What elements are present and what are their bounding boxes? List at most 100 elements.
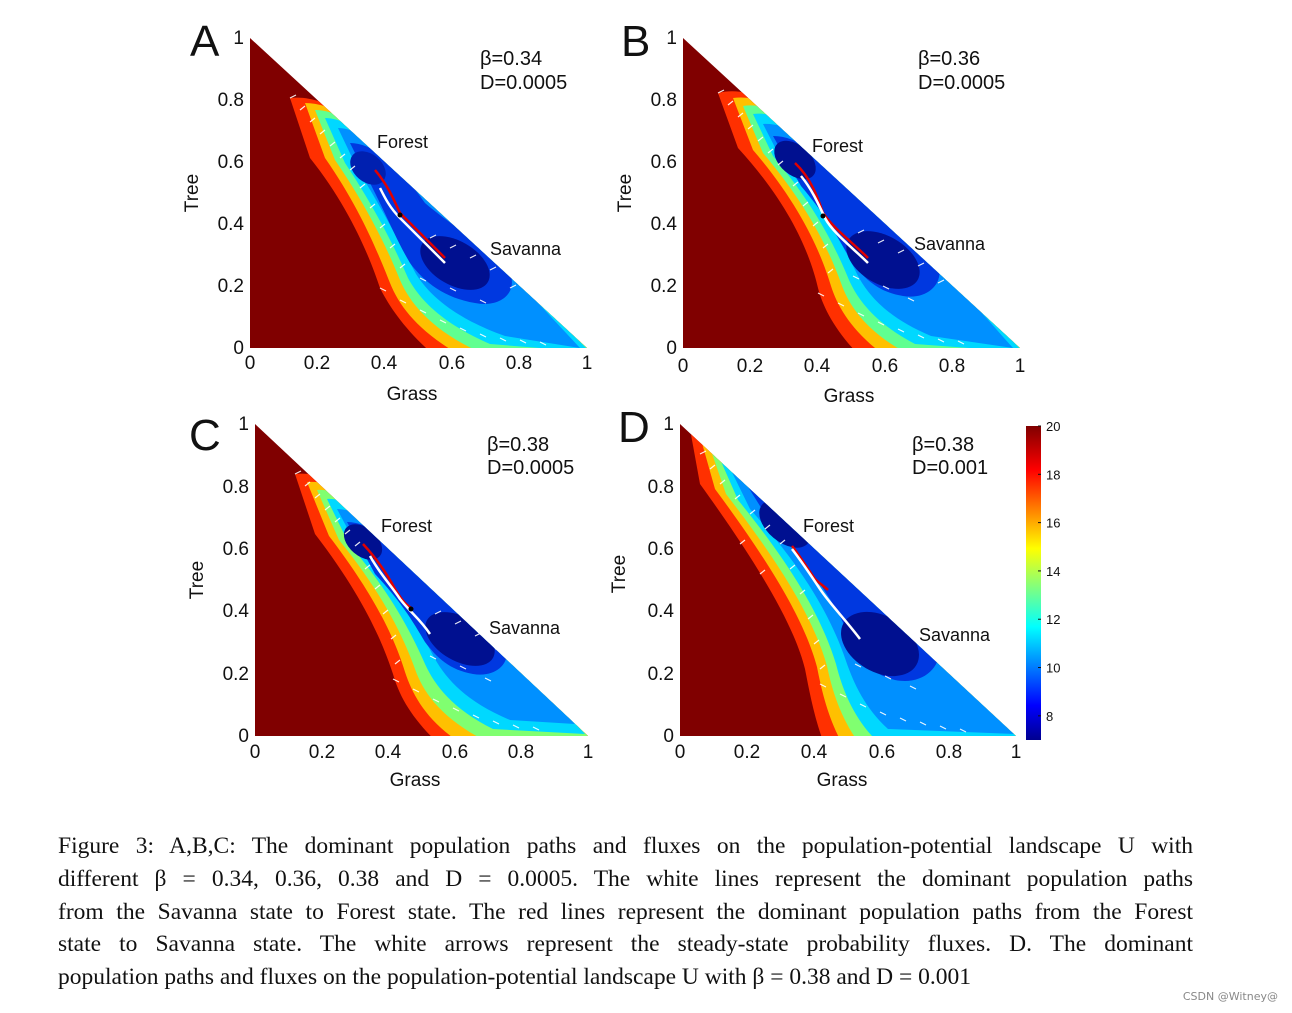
colorbar-tick: 20 (1046, 419, 1060, 434)
y-tick: 0.8 (223, 477, 249, 498)
colorbar: 20 18 16 14 12 10 8 (1026, 419, 1060, 740)
x-tick: 0.6 (439, 353, 465, 374)
d-annotation: D=0.0005 (480, 72, 567, 94)
x-axis-label: Grass (387, 384, 438, 405)
y-tick: 0.8 (651, 90, 677, 111)
y-tick: 1 (663, 414, 674, 435)
y-axis-label: Tree (615, 174, 636, 212)
forest-label: Forest (803, 516, 854, 536)
panel-c: 0 0.2 0.4 0.6 0.8 1 0 0.2 0.4 0.6 0.8 1 … (187, 411, 593, 791)
panel-letter: D (618, 403, 650, 452)
colorbar-tick: 14 (1046, 564, 1060, 579)
axes: 0 0.2 0.4 0.6 0.8 1 0 0.2 0.4 0.6 0.8 1 … (615, 17, 1025, 407)
dominant-paths (362, 543, 432, 635)
x-axis-label: Grass (824, 386, 875, 407)
forest-label: Forest (381, 516, 432, 536)
x-tick: 0.8 (936, 742, 962, 763)
figure-3: 0 0.2 0.4 0.6 0.8 1 0 0.2 0.4 0.6 0.8 1 … (182, 17, 1060, 791)
saddle-point (408, 606, 414, 612)
x-tick: 0.4 (801, 742, 828, 763)
path-savanna-to-forest (791, 548, 861, 640)
axes: 0 0.2 0.4 0.6 0.8 1 0 0.2 0.4 0.6 0.8 1 … (187, 411, 593, 791)
y-tick: 1 (666, 28, 677, 49)
flux-arrows (289, 94, 547, 346)
colorbar-tick: 10 (1046, 661, 1060, 676)
x-tick: 1 (1015, 356, 1026, 377)
y-tick: 1 (233, 28, 244, 49)
colorbar-gradient (1026, 426, 1041, 740)
y-tick: 0.2 (223, 664, 249, 685)
x-tick: 0.2 (304, 353, 330, 374)
y-tick: 1 (238, 414, 249, 435)
dominant-paths (374, 169, 446, 264)
y-tick: 0.2 (648, 664, 674, 685)
x-tick: 0.6 (872, 356, 898, 377)
x-tick: 0.8 (939, 356, 965, 377)
d-annotation: D=0.0005 (918, 72, 1005, 94)
x-tick: 1 (582, 353, 593, 374)
beta-annotation: β=0.34 (480, 48, 542, 70)
colorbar-tick: 8 (1046, 709, 1053, 724)
x-tick: 0 (245, 353, 256, 374)
beta-annotation: β=0.36 (918, 48, 980, 70)
savanna-label: Savanna (489, 618, 561, 638)
panel-letter: C (189, 411, 221, 460)
watermark: CSDN @Witney@ (1182, 990, 1278, 1003)
x-tick: 0.2 (734, 742, 760, 763)
y-tick: 0 (663, 726, 674, 747)
flux-arrows (294, 470, 540, 731)
y-tick: 0.6 (651, 152, 677, 173)
dominant-paths (791, 545, 861, 640)
potential-landscape (290, 97, 587, 348)
forest-label: Forest (812, 136, 863, 156)
y-tick: 0.4 (651, 214, 678, 235)
path-savanna-to-forest (800, 175, 869, 264)
panel-letter: A (190, 17, 220, 66)
d-annotation: D=0.0005 (487, 457, 574, 479)
colorbar-tick: 16 (1046, 516, 1060, 531)
caption-line: different β = 0.34, 0.36, 0.38 and D = 0… (58, 865, 1193, 892)
x-tick: 0.2 (737, 356, 763, 377)
caption-line: Figure 3: A,B,C: The dominant population… (58, 833, 1193, 859)
axes: 0 0.2 0.4 0.6 0.8 1 0 0.2 0.4 0.6 0.8 1 … (182, 17, 592, 405)
x-tick: 0.6 (442, 742, 468, 763)
colorbar-tick: 18 (1046, 467, 1060, 482)
panel-b: 0 0.2 0.4 0.6 0.8 1 0 0.2 0.4 0.6 0.8 1 … (615, 17, 1025, 407)
dominant-paths (794, 162, 869, 264)
y-tick: 0 (238, 726, 249, 747)
y-axis-label: Tree (182, 174, 203, 212)
panel-d: 0 0.2 0.4 0.6 0.8 1 0 0.2 0.4 0.6 0.8 1 … (609, 403, 1021, 791)
caption-line: state to Savanna state. The white arrows… (58, 931, 1193, 958)
y-tick: 0.4 (648, 601, 675, 622)
path-savanna-to-forest (368, 555, 432, 635)
y-tick: 0.8 (218, 90, 244, 111)
saddle-point (820, 213, 826, 219)
x-axis-label: Grass (390, 770, 441, 791)
x-tick: 0 (250, 742, 261, 763)
savanna-label: Savanna (919, 625, 991, 645)
x-tick: 0.4 (804, 356, 831, 377)
y-tick: 0.2 (218, 276, 244, 297)
panel-letter: B (621, 17, 650, 66)
axes: 0 0.2 0.4 0.6 0.8 1 0 0.2 0.4 0.6 0.8 1 … (609, 403, 1021, 791)
flux-arrows (717, 89, 965, 345)
y-tick: 0.2 (651, 276, 677, 297)
y-tick: 0.8 (648, 477, 674, 498)
path-forest-to-savanna (362, 543, 414, 611)
forest-label: Forest (377, 132, 428, 152)
savanna-label: Savanna (490, 239, 562, 259)
x-tick: 0 (675, 742, 686, 763)
figure-caption: Figure 3: A,B,C: The dominant population… (58, 830, 1193, 994)
y-tick: 0.6 (218, 152, 244, 173)
potential-landscape (295, 473, 588, 736)
x-tick: 0.6 (869, 742, 895, 763)
y-tick: 0.4 (218, 214, 245, 235)
y-axis-label: Tree (609, 555, 630, 593)
x-tick: 0.8 (506, 353, 532, 374)
panel-a: 0 0.2 0.4 0.6 0.8 1 0 0.2 0.4 0.6 0.8 1 … (182, 17, 592, 405)
colorbar-tick: 12 (1046, 612, 1060, 627)
caption-line: population paths and fluxes on the popul… (58, 964, 972, 991)
x-tick: 0.8 (508, 742, 534, 763)
x-tick: 0 (678, 356, 689, 377)
path-savanna-to-forest (378, 187, 446, 264)
